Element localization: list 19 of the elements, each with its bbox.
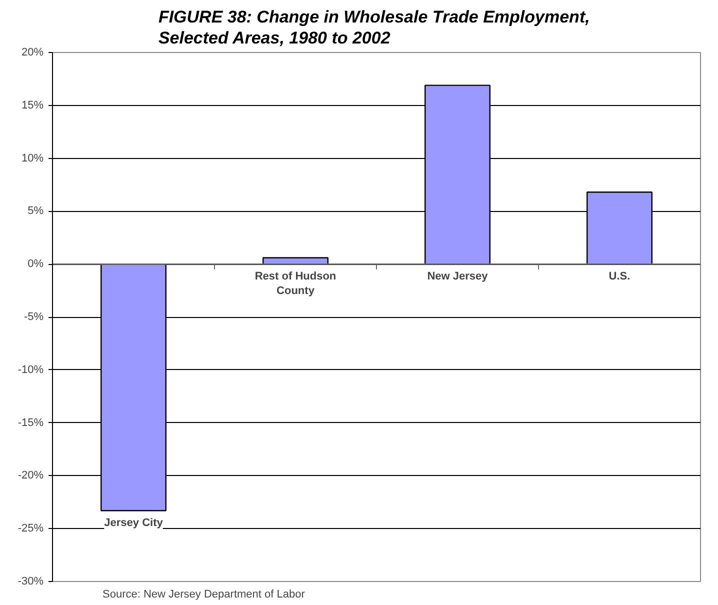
x-tick-label: New Jersey [427, 270, 489, 282]
bar [586, 192, 652, 265]
y-tick-label: -15% [18, 416, 44, 429]
x-tick-label: Jersey City [104, 516, 164, 529]
x-tick-label: U.S. [608, 270, 630, 282]
y-tick-label: -20% [18, 470, 44, 482]
source-note: Source: New Jersey Department of Labor [102, 588, 306, 600]
y-tick-label: 10% [21, 152, 44, 164]
bar [100, 264, 166, 512]
chart-title: FIGURE 38: Change in Wholesale Trade Employment, Selected Areas, 1980 to 2002 [158, 8, 590, 48]
y-tick-label: -25% [18, 522, 44, 535]
y-tick-label: -5% [24, 311, 44, 323]
y-tick-label: -30% [18, 576, 44, 588]
y-tick-label: -10% [18, 364, 44, 376]
y-tick-label: 5% [28, 205, 44, 218]
x-tick-label: Rest of Hudson County [254, 270, 336, 297]
y-tick-label: 20% [21, 46, 44, 58]
y-tick-label: 0% [28, 258, 44, 270]
y-tick-label: 15% [21, 99, 44, 112]
